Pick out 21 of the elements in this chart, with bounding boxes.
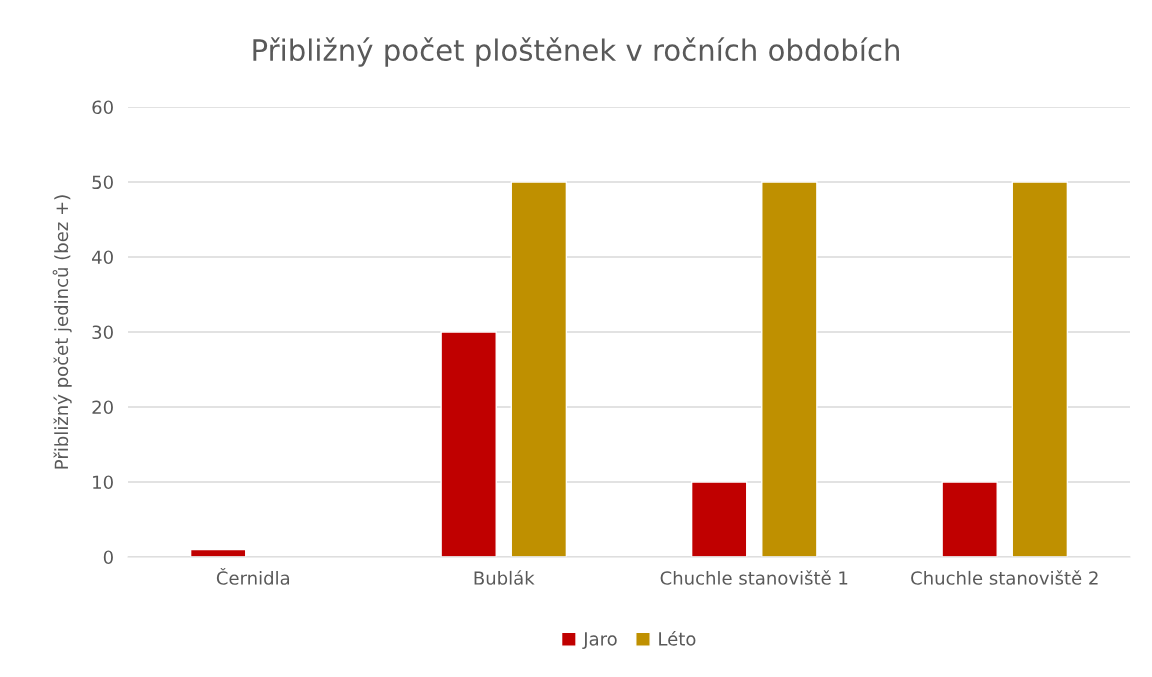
y-tick-label: 20 xyxy=(92,400,113,415)
bar xyxy=(510,181,568,557)
x-tick-label: Černidla xyxy=(216,567,290,585)
bar xyxy=(761,181,818,557)
y-axis-title: Přibližný počet jedinců (bez +) xyxy=(52,195,72,469)
legend-label: Jaro xyxy=(582,632,617,650)
y-tick-label: 10 xyxy=(93,475,113,490)
bar xyxy=(941,481,998,557)
bar xyxy=(690,481,748,557)
x-tick-label: Chuchle stanoviště 1 xyxy=(660,570,848,585)
bar xyxy=(440,331,497,557)
y-tick-label: 30 xyxy=(92,325,113,340)
y-tick-label: 40 xyxy=(92,250,113,265)
bar xyxy=(1011,181,1069,557)
y-tick-label: 50 xyxy=(92,175,113,190)
chart-title: Přibližný počet ploštěnek v ročních obdobích xyxy=(253,37,899,67)
y-tick-label: 0 xyxy=(103,550,113,565)
y-tick-label: 60 xyxy=(92,100,113,115)
x-tick-label: Bublák xyxy=(474,570,535,585)
x-tick-label: Chuchle stanoviště 2 xyxy=(911,570,1098,585)
legend-label: Léto xyxy=(659,631,696,646)
